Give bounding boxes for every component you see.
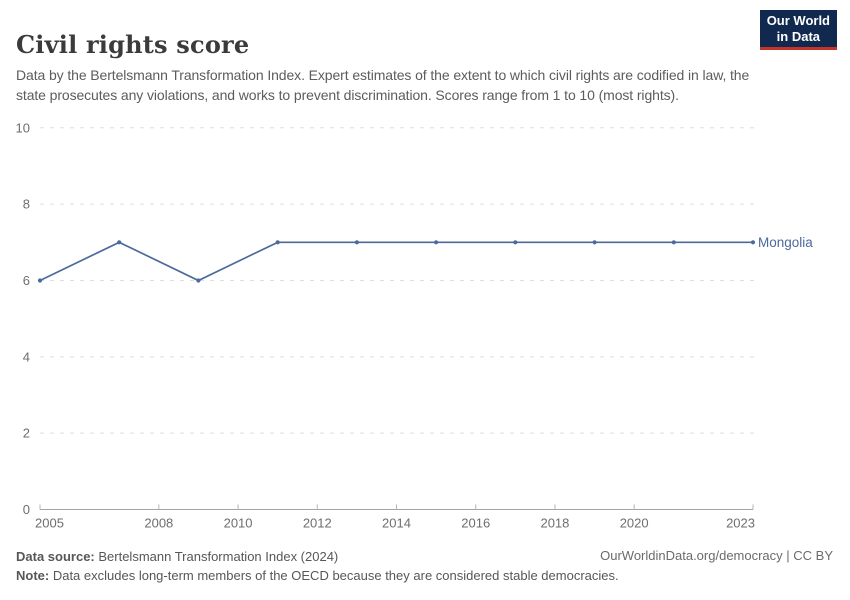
data-point-mongolia-2021	[671, 240, 676, 245]
y-tick-label-4: 4	[23, 349, 30, 364]
data-point-mongolia-2017	[513, 240, 518, 245]
data-source-text: Bertelsmann Transformation Index (2024)	[94, 549, 339, 564]
page-title: Civil rights score	[16, 30, 250, 60]
y-tick-label-0: 0	[23, 502, 30, 517]
y-tick-label-6: 6	[23, 273, 30, 288]
x-tick-label-2005: 2005	[35, 516, 64, 531]
x-tick-label-2023: 2023	[726, 516, 755, 531]
chart-footer: Data source: Bertelsmann Transformation …	[16, 547, 619, 585]
data-point-mongolia-2005	[37, 278, 43, 283]
owid-logo-line2: in Data	[776, 29, 821, 44]
data-point-mongolia-2009	[196, 278, 201, 283]
owid-logo-line1: Our World	[766, 13, 830, 28]
data-point-mongolia-2007	[117, 240, 122, 245]
series-label-mongolia: Mongolia	[758, 235, 813, 250]
data-source-label: Data source:	[16, 549, 95, 564]
series-line-mongolia	[39, 241, 753, 282]
x-tick-label-2014: 2014	[382, 516, 411, 531]
x-tick-label-2012: 2012	[303, 516, 332, 531]
owid-logo: Our World in Data	[759, 10, 837, 50]
line-chart: 0 2 4 6 8 10 2005 2008 2010 2012 2014 2016 2018 2020 2…	[16, 120, 814, 531]
data-point-mongolia-2011	[275, 240, 280, 245]
data-point-mongolia-2013	[354, 240, 359, 245]
note-text: Data excludes long-term members of the O…	[49, 568, 619, 583]
data-source-line: Data source: Bertelsmann Transformation …	[16, 547, 619, 566]
chart-subtitle: Data by the Bertelsmann Transformation I…	[16, 67, 750, 103]
x-tick-label-2008: 2008	[144, 516, 173, 531]
y-tick-label-10: 10	[16, 120, 30, 135]
x-tick-label-2020: 2020	[620, 516, 649, 531]
attribution-link[interactable]: OurWorldinData.org/democracy | CC BY	[600, 548, 833, 563]
y-tick-label-2: 2	[23, 426, 30, 441]
y-tick-label-8: 8	[23, 197, 30, 212]
x-tick-label-2010: 2010	[224, 516, 253, 531]
note-line: Note: Data excludes long-term members of…	[16, 566, 619, 585]
data-point-mongolia-2019	[592, 240, 597, 245]
data-point-mongolia-2015	[434, 240, 439, 245]
x-tick-label-2016: 2016	[461, 516, 490, 531]
x-tick-label-2018: 2018	[540, 516, 569, 531]
data-point-mongolia-2023	[750, 240, 756, 245]
note-label: Note:	[16, 568, 50, 583]
